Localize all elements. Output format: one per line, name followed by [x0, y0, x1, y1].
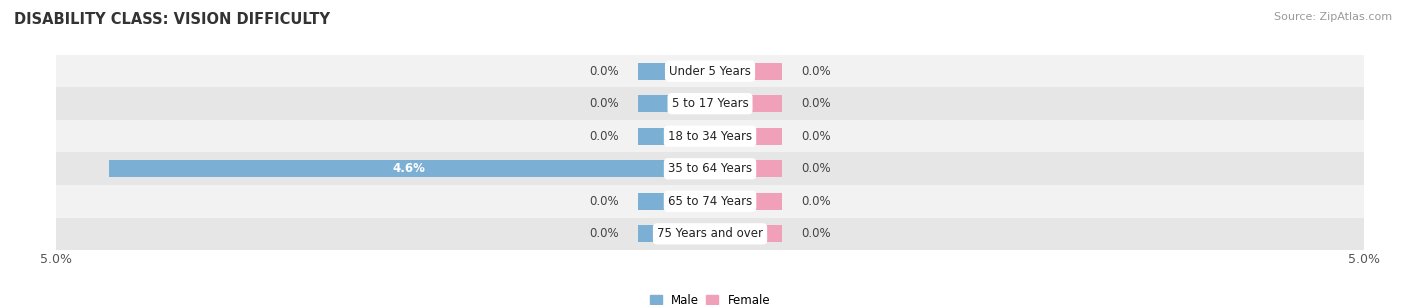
Text: 0.0%: 0.0% [589, 195, 619, 208]
Text: 75 Years and over: 75 Years and over [657, 227, 763, 240]
Bar [638, 95, 710, 112]
Text: 0.0%: 0.0% [589, 227, 619, 240]
Text: 18 to 34 Years: 18 to 34 Years [668, 130, 752, 143]
Text: 4.6%: 4.6% [392, 162, 426, 175]
Bar [108, 160, 710, 177]
Text: 0.0%: 0.0% [589, 65, 619, 78]
Text: 35 to 64 Years: 35 to 64 Years [668, 162, 752, 175]
Text: 0.0%: 0.0% [801, 227, 831, 240]
Text: 0.0%: 0.0% [589, 97, 619, 110]
Bar [638, 63, 710, 80]
Text: 0.0%: 0.0% [589, 130, 619, 143]
Text: 0.0%: 0.0% [801, 195, 831, 208]
Bar [710, 63, 782, 80]
Text: DISABILITY CLASS: VISION DIFFICULTY: DISABILITY CLASS: VISION DIFFICULTY [14, 12, 330, 27]
Text: Under 5 Years: Under 5 Years [669, 65, 751, 78]
Text: 65 to 74 Years: 65 to 74 Years [668, 195, 752, 208]
Text: Source: ZipAtlas.com: Source: ZipAtlas.com [1274, 12, 1392, 22]
Text: 0.0%: 0.0% [801, 97, 831, 110]
Bar [710, 225, 782, 242]
Bar [710, 128, 782, 145]
Bar [56, 152, 1364, 185]
Text: 5 to 17 Years: 5 to 17 Years [672, 97, 748, 110]
Bar [56, 120, 1364, 152]
Bar [56, 88, 1364, 120]
Bar [710, 95, 782, 112]
Bar [710, 193, 782, 210]
Bar [638, 225, 710, 242]
Bar [710, 160, 782, 177]
Bar [638, 128, 710, 145]
Text: 0.0%: 0.0% [801, 130, 831, 143]
Bar [56, 185, 1364, 217]
Legend: Male, Female: Male, Female [650, 294, 770, 305]
Text: 0.0%: 0.0% [801, 65, 831, 78]
Bar [56, 217, 1364, 250]
Text: 0.0%: 0.0% [801, 162, 831, 175]
Bar [56, 55, 1364, 88]
Bar [638, 193, 710, 210]
